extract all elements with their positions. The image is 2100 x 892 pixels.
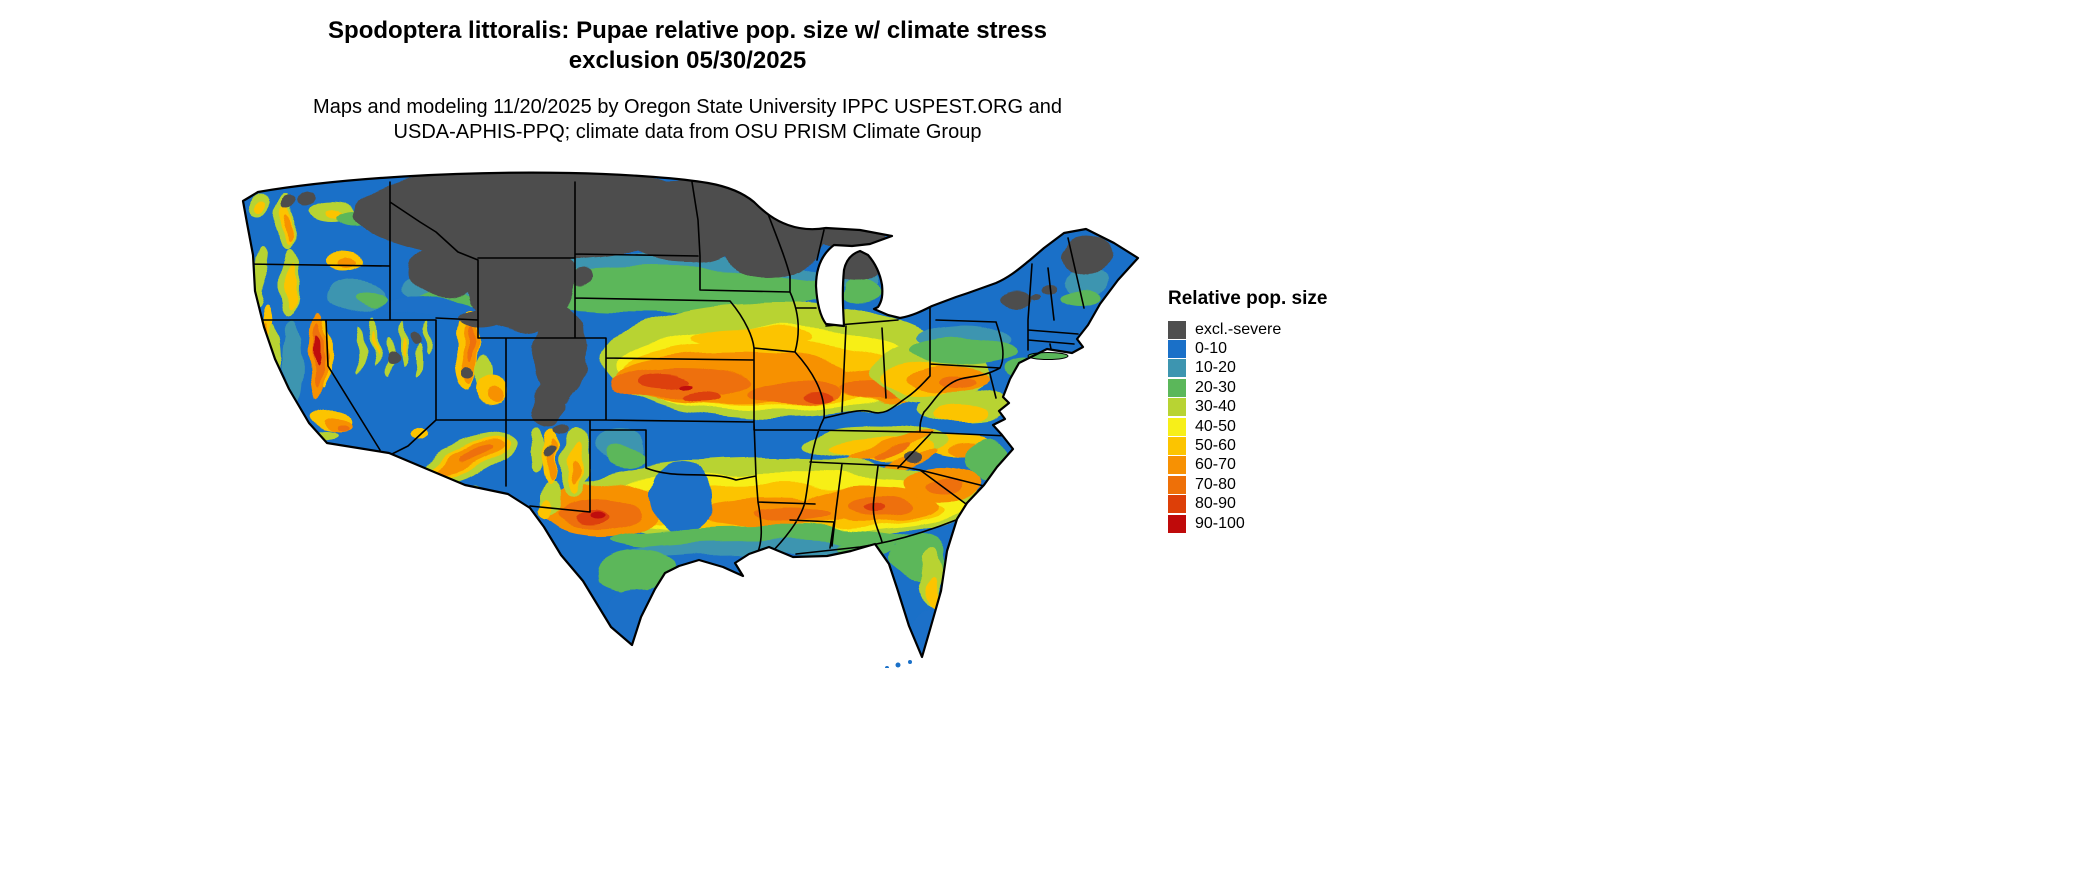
legend-title: Relative pop. size (1168, 288, 1328, 309)
legend-label: 10-20 (1195, 359, 1236, 377)
legend-label: 90-100 (1195, 514, 1245, 532)
figure-subtitle: Maps and modeling 11/20/2025 by Oregon S… (0, 95, 1375, 145)
legend-item: 40-50 (1168, 417, 1388, 436)
legend-label: 80-90 (1195, 495, 1236, 513)
legend-item: 60-70 (1168, 456, 1388, 475)
population-data-layer (249, 172, 1112, 657)
state-borders (243, 181, 1085, 561)
us-map (241, 171, 1140, 670)
map-container (230, 168, 1142, 670)
legend-label: 40-50 (1195, 417, 1236, 435)
figure-title-line2: exclusion 05/30/2025 (568, 47, 807, 74)
legend-swatch (1168, 340, 1186, 359)
legend-swatch (1168, 417, 1186, 436)
legend-swatch (1168, 456, 1186, 475)
us-outline (241, 171, 1140, 659)
legend-swatch (1168, 398, 1186, 417)
figure-header: Spodoptera littoralis: Pupae relative po… (0, 16, 1375, 145)
legend-item: 20-30 (1168, 378, 1388, 397)
legend-label: 70-80 (1195, 475, 1236, 493)
legend-swatch (1168, 437, 1186, 456)
legend-label: 60-70 (1195, 456, 1236, 474)
legend: Relative pop. size excl.-severe 0-10 10-… (1168, 288, 1388, 533)
us-landmass (243, 172, 1138, 657)
legend-swatch (1168, 475, 1186, 494)
legend-item: 70-80 (1168, 475, 1388, 494)
legend-swatch (1168, 320, 1186, 339)
legend-label: 30-40 (1195, 398, 1236, 416)
legend-label: excl.-severe (1195, 320, 1282, 338)
legend-item: 30-40 (1168, 398, 1388, 417)
figure-subtitle-line2: USDA-APHIS-PPQ; climate data from OSU PR… (393, 121, 982, 143)
legend-swatch (1168, 378, 1186, 397)
legend-item: 80-90 (1168, 495, 1388, 514)
legend-swatch (1168, 495, 1186, 514)
legend-item: excl.-severe (1168, 320, 1388, 339)
figure-title-line1: Spodoptera littoralis: Pupae relative po… (328, 17, 1047, 44)
legend-item: 10-20 (1168, 359, 1388, 378)
legend-item: 0-10 (1168, 339, 1388, 359)
legend-label: 0-10 (1195, 340, 1228, 358)
legend-label: 50-60 (1195, 437, 1236, 455)
legend-label: 20-30 (1195, 378, 1236, 396)
figure-subtitle-line1: Maps and modeling 11/20/2025 by Oregon S… (313, 96, 1062, 118)
legend-item: 90-100 (1168, 514, 1388, 533)
legend-swatch (1168, 359, 1186, 378)
legend-swatch (1168, 514, 1186, 533)
legend-item: 50-60 (1168, 436, 1388, 456)
